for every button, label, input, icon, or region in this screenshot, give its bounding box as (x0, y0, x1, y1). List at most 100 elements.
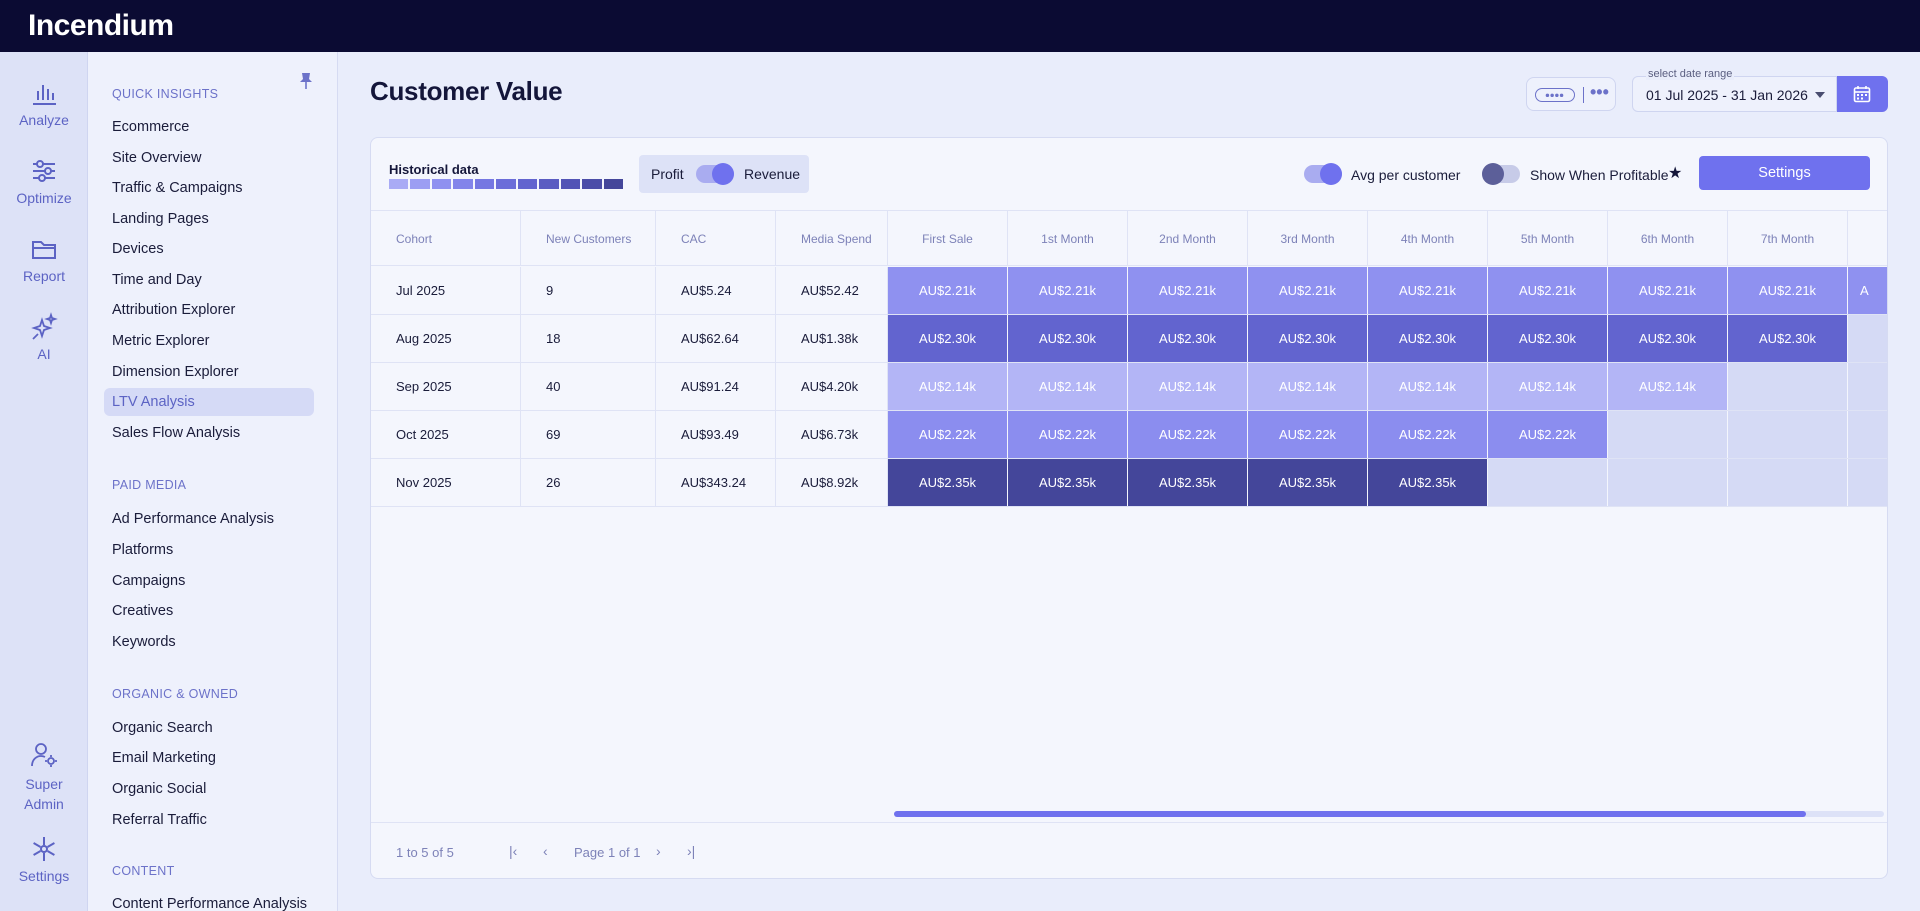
sidebar-item-keywords[interactable]: Keywords (112, 634, 176, 650)
column-header[interactable]: Media Spend (776, 211, 888, 266)
sidebar-item-sales-flow-analysis[interactable]: Sales Flow Analysis (112, 425, 241, 441)
sidebar-item-content-performance[interactable]: Content Performance Analysis (112, 896, 308, 911)
value-cell: AU$2.22k (1488, 411, 1608, 458)
sidebar-item-organic-search[interactable]: Organic Search (112, 720, 213, 736)
app-logo[interactable]: Incendium (28, 9, 174, 42)
rail-report-label: Report (22, 268, 66, 284)
rail-ai[interactable]: AI (0, 312, 88, 362)
show-when-profitable-switch[interactable] (1482, 163, 1520, 185)
cell-new: 26 (521, 459, 656, 506)
scale-swatch (431, 179, 452, 189)
column-header[interactable]: First Sale (888, 211, 1008, 266)
nav-section-organic-owned: ORGANIC & OWNED (112, 687, 239, 701)
value-cell: AU$2.14k (1128, 363, 1248, 410)
settings-button[interactable]: Settings (1699, 156, 1870, 190)
column-header[interactable]: 5th Month (1488, 211, 1608, 266)
sidebar-item-site-overview[interactable]: Site Overview (112, 150, 202, 166)
empty-cell (1728, 363, 1848, 410)
value-cell: AU$2.30k (1248, 315, 1368, 362)
profit-revenue-switch[interactable] (696, 163, 734, 185)
sidebar-item-devices[interactable]: Devices (112, 241, 164, 257)
star-icon[interactable]: ★ (1668, 165, 1683, 182)
cell-cohort: Nov 2025 (371, 459, 521, 506)
value-cell: AU$2.35k (1128, 459, 1248, 506)
table-row[interactable]: Nov 2025 26 AU$343.24 AU$8.92k AU$2.35k AU$2.… (371, 459, 1887, 507)
cell-new: 18 (521, 315, 656, 362)
cell-cac: AU$5.24 (656, 267, 776, 314)
sidebar-item-campaigns[interactable]: Campaigns (112, 573, 186, 589)
sidebar-item-ecommerce[interactable]: Ecommerce (112, 119, 190, 135)
bar-chart-icon (29, 78, 59, 108)
profit-revenue-toggle[interactable]: Profit Revenue (639, 155, 809, 193)
rail-analyze-label: Analyze (19, 112, 69, 128)
last-page-icon[interactable]: ›| (687, 843, 696, 859)
empty-cell (1848, 363, 1887, 410)
pill-divider (1583, 87, 1584, 103)
views-toggle-icon[interactable] (1535, 88, 1575, 102)
value-cell: AU$2.30k (888, 315, 1008, 362)
prev-page-icon[interactable]: ‹ (543, 843, 548, 859)
value-cell: AU$2.22k (888, 411, 1008, 458)
horizontal-scrollbar[interactable] (894, 811, 1884, 817)
sidebar-item-attribution-explorer[interactable]: Attribution Explorer (112, 302, 236, 318)
sidebar-item-landing-pages[interactable]: Landing Pages (112, 211, 209, 227)
pin-icon[interactable] (299, 72, 313, 90)
column-header[interactable]: Cohort (371, 211, 521, 266)
calendar-icon (1853, 86, 1871, 103)
value-cell: AU$2.22k (1008, 411, 1128, 458)
date-range-value: 01 Jul 2025 - 31 Jan 2026 (1646, 87, 1808, 103)
scrollbar-thumb[interactable] (894, 811, 1806, 817)
admin-user-icon (29, 740, 59, 770)
value-cell: AU$2.21k (888, 267, 1008, 314)
rail-report[interactable]: Report (0, 234, 88, 284)
column-header[interactable]: 2nd Month (1128, 211, 1248, 266)
more-options-icon[interactable]: ••• (1590, 82, 1609, 102)
column-header[interactable]: CAC (656, 211, 776, 266)
rail-super-admin[interactable]: Super Admin (0, 740, 88, 814)
column-header[interactable]: 6th Month (1608, 211, 1728, 266)
sidebar-item-traffic-campaigns[interactable]: Traffic & Campaigns (112, 180, 243, 196)
date-range-select[interactable]: 01 Jul 2025 - 31 Jan 2026 (1632, 76, 1837, 112)
column-header[interactable]: 1st Month (1008, 211, 1128, 266)
rail-super-admin-label: Super Admin (24, 776, 64, 812)
scale-swatch (560, 179, 581, 189)
sidebar-item-time-and-day[interactable]: Time and Day (112, 272, 202, 288)
column-header[interactable]: 3rd Month (1248, 211, 1368, 266)
rail-settings[interactable]: Settings (0, 834, 88, 884)
sidebar-item-creatives[interactable]: Creatives (112, 603, 174, 619)
calendar-button[interactable] (1837, 76, 1888, 112)
sidebar-item-ltv-analysis[interactable]: LTV Analysis (104, 388, 314, 416)
sidebar-item-metric-explorer[interactable]: Metric Explorer (112, 333, 210, 349)
cell-spend: AU$6.73k (776, 411, 888, 458)
column-header[interactable]: 8 (1848, 211, 1887, 266)
table-row[interactable]: Aug 2025 18 AU$62.64 AU$1.38k AU$2.30k AU$2.3… (371, 315, 1887, 363)
first-page-icon[interactable]: |‹ (509, 843, 518, 859)
table-row[interactable]: Sep 2025 40 AU$91.24 AU$4.20k AU$2.14k AU$2.1… (371, 363, 1887, 411)
cell-cac: AU$93.49 (656, 411, 776, 458)
value-cell: AU$2.22k (1248, 411, 1368, 458)
column-header[interactable]: New Customers (521, 211, 656, 266)
sidebar-item-ad-performance[interactable]: Ad Performance Analysis (112, 511, 274, 527)
cell-spend: AU$52.42 (776, 267, 888, 314)
sidebar-item-dimension-explorer[interactable]: Dimension Explorer (112, 364, 239, 380)
value-cell: AU$2.21k (1128, 267, 1248, 314)
next-page-icon[interactable]: › (656, 843, 661, 859)
sidebar-item-organic-social[interactable]: Organic Social (112, 781, 207, 797)
rail-optimize[interactable]: Optimize (0, 156, 88, 206)
nav-section-paid-media: PAID MEDIA (112, 478, 187, 492)
table-row[interactable]: Jul 2025 9 AU$5.24 AU$52.42 AU$2.21k AU$2.21k… (371, 267, 1887, 315)
column-header[interactable]: 4th Month (1368, 211, 1488, 266)
sidebar-item-referral-traffic[interactable]: Referral Traffic (112, 812, 207, 828)
column-header[interactable]: 7th Month (1728, 211, 1848, 266)
table-row[interactable]: Oct 2025 69 AU$93.49 AU$6.73k AU$2.22k AU$2.2… (371, 411, 1887, 459)
rail-analyze[interactable]: Analyze (0, 78, 88, 128)
sidebar-item-email-marketing[interactable]: Email Marketing (112, 750, 216, 766)
sidebar-item-platforms[interactable]: Platforms (112, 542, 174, 558)
value-cell: AU$2.30k (1368, 315, 1488, 362)
empty-cell (1848, 411, 1887, 458)
avg-per-customer-switch[interactable] (1304, 163, 1342, 185)
settings-icon (29, 834, 59, 864)
scale-swatch (496, 179, 516, 189)
value-cell: AU$2.14k (1248, 363, 1368, 410)
view-options[interactable]: ••• (1526, 77, 1616, 111)
